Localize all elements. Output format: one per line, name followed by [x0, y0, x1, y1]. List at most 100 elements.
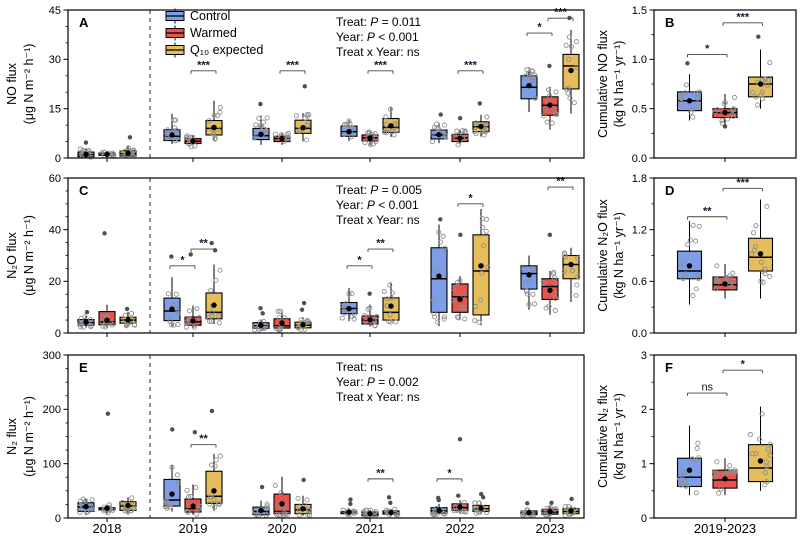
box-F-2019-2023-control [676, 425, 703, 496]
x-axis-year-labels: 2018 2019 2020 2021 2022 2023 [93, 521, 565, 536]
x-year-label: 2022 [446, 521, 475, 536]
outlier-point [127, 135, 133, 140]
mean-point [686, 263, 693, 269]
mean-point [300, 125, 306, 131]
box-E-2023-warmed [540, 500, 559, 518]
outlier-point [547, 63, 552, 69]
mean-point [83, 503, 89, 510]
jitter-points [273, 308, 288, 333]
mean-point [367, 317, 373, 323]
significance-label: * [447, 467, 452, 479]
outlier-point [480, 495, 486, 500]
mean-point [190, 318, 196, 324]
box-E-2022-q10 [472, 491, 490, 516]
panel-border [653, 354, 797, 519]
y-axis-title: N₂O flux [5, 231, 19, 278]
outlier-point [169, 254, 174, 259]
jitter-points [677, 222, 702, 299]
legend-item-control: Control [165, 8, 230, 24]
stats-line: Year: P < 0.001 [336, 30, 419, 44]
box-A-2022-q10 [472, 101, 490, 138]
box-D-2019-2023-warmed [712, 263, 738, 299]
legend-label-control: Control [190, 9, 230, 23]
jitter-points [522, 67, 538, 101]
stats-line: Year: P = 0.002 [336, 375, 419, 389]
box-A-2023-control [520, 67, 538, 112]
panel-letter-D: D [665, 183, 674, 198]
box-A-2022-control [430, 112, 448, 145]
outlier-point [436, 495, 441, 501]
panel-border [67, 354, 585, 519]
box-rect [430, 247, 448, 313]
significance-label: ** [376, 467, 385, 479]
mean-point [526, 272, 532, 278]
mean-point [457, 504, 463, 510]
box-A-2018-warmed [98, 149, 117, 159]
outlier-point [549, 500, 554, 505]
significance-label: * [468, 192, 473, 204]
mean-point [686, 98, 693, 104]
panel-letter-B: B [665, 15, 674, 30]
mean-point [190, 503, 196, 509]
jitter-points [207, 453, 223, 510]
box-C-2020-q10 [294, 300, 312, 332]
mean-point [279, 501, 285, 507]
mean-point [388, 123, 394, 129]
x-year-label: 2023 [536, 521, 565, 536]
jitter-points [430, 506, 448, 518]
x-year-label: 2018 [93, 521, 122, 536]
mean-point [436, 507, 442, 514]
outlier-point [299, 307, 305, 312]
outlier-point [438, 217, 443, 222]
box-A-2019-control [163, 113, 182, 145]
y-axis-title: Cumulative NO flux [596, 29, 610, 137]
jitter-points [713, 263, 737, 292]
y-tick-label: 100 [43, 458, 61, 470]
y-tick-label: 1.5 [632, 5, 647, 17]
box-C-2023-control [520, 255, 538, 310]
box-A-2021-control [340, 118, 358, 141]
y-tick-label: 30 [49, 54, 61, 66]
significance-label: ** [703, 205, 712, 217]
box-E-2021-control [340, 497, 358, 517]
y-tick-label: 20 [49, 276, 61, 288]
outlier-point [192, 429, 198, 435]
mean-point [568, 67, 574, 74]
significance-label: ns [701, 382, 713, 394]
jitter-points [563, 34, 579, 106]
stats-line: Treat x Year: ns [336, 390, 420, 404]
jitter-points [339, 290, 357, 322]
mean-point [722, 281, 728, 287]
y-tick-label: 0.6 [632, 276, 647, 288]
mean-point [757, 458, 764, 464]
outlier-point [258, 101, 263, 107]
mean-point [258, 131, 264, 138]
y-tick-label: 0 [55, 153, 61, 165]
mean-point [346, 509, 352, 515]
significance-label: * [357, 254, 362, 266]
box-C-2018-warmed [98, 231, 116, 330]
box-C-2021-warmed [361, 291, 380, 329]
box-C-2021-control [339, 288, 358, 322]
jitter-points [381, 282, 399, 325]
jitter-points [677, 440, 702, 496]
panel-letter-F: F [665, 360, 673, 375]
outlier-point [756, 34, 761, 39]
box-C-2020-warmed [273, 308, 291, 333]
box-B-2019-2023-warmed [712, 93, 738, 129]
mean-point [104, 317, 110, 324]
mean-point [722, 109, 728, 116]
mean-point [258, 322, 264, 328]
box-A-2023-q10 [562, 15, 580, 114]
outlier-point [301, 300, 307, 306]
box-A-2021-warmed [361, 129, 379, 148]
mean-point [388, 303, 394, 309]
mean-point [457, 296, 463, 303]
mean-point [568, 261, 574, 268]
box-E-2018-control [76, 496, 95, 516]
mean-point [300, 322, 306, 328]
y-tick-label: 15 [49, 103, 61, 115]
